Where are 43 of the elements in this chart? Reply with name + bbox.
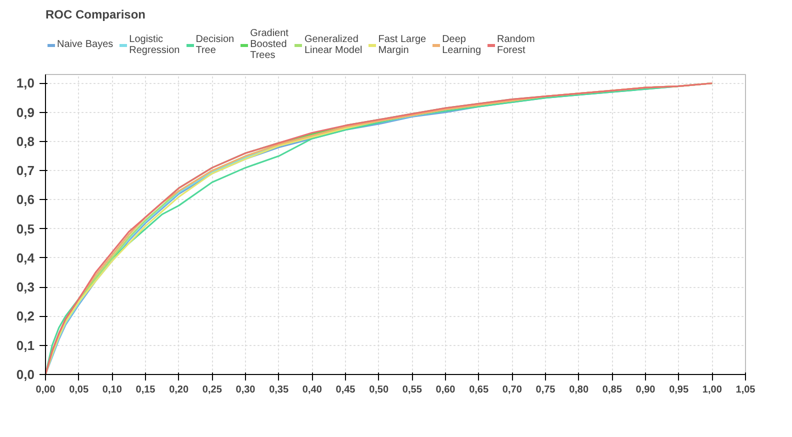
chart-title: ROC Comparison <box>46 8 146 22</box>
legend-label: Fast Large Margin <box>378 34 426 56</box>
x-tick-label: 0,50 <box>369 384 390 396</box>
legend-label: Decision Tree <box>196 34 234 56</box>
legend-label: Gradient Boosted Trees <box>250 28 288 61</box>
x-tick-label: 0,55 <box>402 384 422 396</box>
legend-label: Deep Learning <box>442 34 481 56</box>
y-tick-label: 0,1 <box>16 338 35 353</box>
x-tick-label: 0,40 <box>302 384 322 396</box>
x-tick-label: 0,20 <box>169 384 190 396</box>
x-tick-label: 0,10 <box>102 384 122 396</box>
x-tick-label: 0,45 <box>336 384 356 396</box>
x-tick-label: 0,85 <box>602 384 622 396</box>
x-tick-label: 0,80 <box>569 384 590 396</box>
y-tick-label: 0,7 <box>16 163 35 178</box>
legend-label: Generalized Linear Model <box>304 34 362 56</box>
x-tick-label: 0,95 <box>669 384 690 396</box>
y-tick-label: 1,0 <box>16 76 35 91</box>
x-tick-label: 0,65 <box>469 384 490 396</box>
x-tick-label: 0,00 <box>36 384 56 396</box>
y-tick-label: 0,2 <box>16 308 35 324</box>
x-tick-label: 0,25 <box>202 384 222 396</box>
legend-label: Naive Bayes <box>57 39 114 50</box>
legend-label: Random Forest <box>497 34 535 56</box>
line-series <box>46 82 713 374</box>
x-tick-label: 0,30 <box>236 384 256 396</box>
x-tick-label: 0,60 <box>436 384 456 396</box>
x-tick-label: 0,05 <box>69 384 90 396</box>
y-tick-label: 0,6 <box>16 192 35 208</box>
x-tick-label: 1,00 <box>702 384 722 396</box>
x-tick-label: 1,05 <box>736 384 756 396</box>
legend-label: Logistic Regression <box>129 34 180 56</box>
x-tick-label: 0,75 <box>536 384 556 396</box>
y-tick-label: 0,5 <box>16 221 35 236</box>
y-tick-label: 0,9 <box>16 104 35 120</box>
x-tick-label: 0,15 <box>136 384 156 396</box>
x-tick-label: 0,90 <box>636 384 656 396</box>
y-tick-label: 0,0 <box>16 367 35 382</box>
x-tick-label: 0,35 <box>269 384 290 396</box>
y-tick-label: 0,8 <box>16 134 35 149</box>
y-tick-label: 0,3 <box>16 280 35 295</box>
y-tick-label: 0,4 <box>16 250 36 266</box>
x-tick-label: 0,70 <box>502 384 522 396</box>
